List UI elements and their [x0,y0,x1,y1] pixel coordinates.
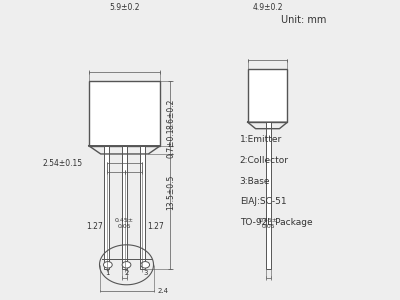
Bar [122,146,127,269]
Text: 5.9±0.2: 5.9±0.2 [109,3,140,12]
Bar [89,81,160,146]
Text: 0.45±
0.05: 0.45± 0.05 [259,218,278,229]
Text: TO-92L Package: TO-92L Package [240,218,312,227]
Text: 4.9±0.2: 4.9±0.2 [253,3,284,12]
Text: 0.7±0.1: 0.7±0.1 [166,128,175,158]
Text: 8.6±0.2: 8.6±0.2 [166,98,175,129]
Text: EIAJ:SC-51: EIAJ:SC-51 [240,197,286,206]
Text: 2:Collector: 2:Collector [240,156,289,165]
Text: 1.27: 1.27 [86,222,103,231]
Text: 1.27: 1.27 [148,222,164,231]
Bar [140,146,145,269]
Text: 2: 2 [124,270,129,276]
Circle shape [141,262,150,268]
Bar [248,69,287,122]
Text: 2.54±0.15: 2.54±0.15 [43,159,83,168]
Circle shape [104,262,112,268]
Text: 3:Base: 3:Base [240,176,270,185]
Text: 1: 1 [106,270,110,276]
Text: 3: 3 [143,270,148,276]
Text: 13.5±0.5: 13.5±0.5 [166,175,175,211]
Bar [266,122,270,269]
Text: 1:Emitter: 1:Emitter [240,135,282,144]
Text: 0.45±
0.05: 0.45± 0.05 [115,218,134,229]
Text: Unit: mm: Unit: mm [280,15,326,25]
Bar [104,146,109,269]
Circle shape [122,262,131,268]
Text: 2.4: 2.4 [158,288,168,294]
